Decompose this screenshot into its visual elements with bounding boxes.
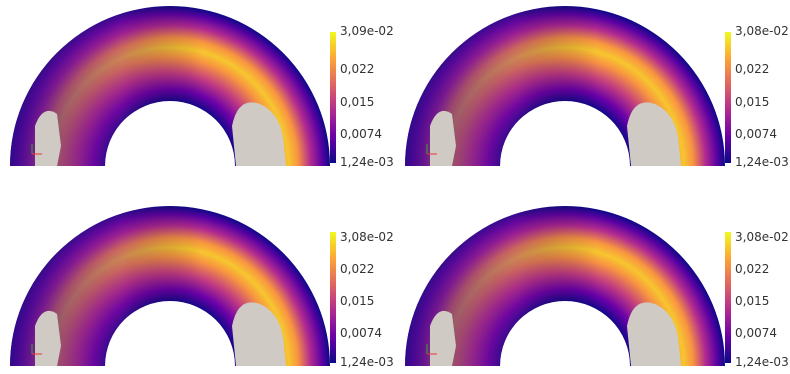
colorbar-max-label: 3,09e-02: [340, 24, 394, 38]
colorbar-max-label: 3,08e-02: [735, 24, 789, 38]
colorbar-min-label: 1,24e-03: [735, 155, 789, 169]
panel-bottom-left: 3,08e-02 0,022 0,015 0,0074 1,24e-03: [0, 187, 395, 374]
colorbar-max-label: 3,08e-02: [340, 230, 394, 244]
panel-bottom-right: 3,08e-02 0,022 0,015 0,0074 1,24e-03: [395, 187, 790, 374]
colorbar-tick-1: 0,022: [340, 262, 375, 276]
colorbar-min-label: 1,24e-03: [340, 155, 394, 169]
panel-top-right: 3,08e-02 0,022 0,015 0,0074 1,24e-03: [395, 0, 790, 187]
colorbar-tick-2: 0,015: [340, 95, 375, 109]
panel-top-left: 3,09e-02 0,022 0,015 0,0074 1,24e-03: [0, 0, 395, 187]
annulus-plot: [405, 6, 731, 166]
inclusion-left: [430, 310, 456, 366]
colorbar-tick-1: 0,022: [340, 62, 375, 76]
inclusion-right: [627, 102, 681, 166]
inclusion-left: [35, 310, 61, 366]
colorbar-min-label: 1,24e-03: [340, 355, 394, 369]
annulus-plot: [10, 6, 336, 166]
inclusion-left: [430, 110, 456, 166]
colorbar: [330, 32, 336, 163]
axes-icon: [31, 144, 42, 155]
colorbar-max-label: 3,08e-02: [735, 230, 789, 244]
colorbar-tick-1: 0,022: [735, 62, 770, 76]
colorbar: [725, 32, 731, 163]
colorbar-tick-3: 0,0074: [735, 127, 777, 141]
axes-icon: [426, 344, 437, 355]
colorbar-tick-2: 0,015: [340, 294, 375, 308]
colorbar-tick-3: 0,0074: [340, 326, 382, 340]
axes-icon: [31, 344, 42, 355]
colorbar-tick-3: 0,0074: [340, 127, 382, 141]
colorbar-tick-3: 0,0074: [735, 326, 777, 340]
colorbar-min-label: 1,24e-03: [735, 355, 789, 369]
colorbar: [725, 232, 731, 363]
colorbar-tick-2: 0,015: [735, 294, 770, 308]
colorbar-tick-1: 0,022: [735, 262, 770, 276]
colorbar: [330, 232, 336, 363]
inclusion-right: [232, 302, 286, 366]
axes-icon: [426, 144, 437, 155]
inclusion-right: [627, 302, 681, 366]
annulus-plot: [10, 206, 336, 366]
inclusion-left: [35, 110, 61, 166]
inclusion-right: [232, 102, 286, 166]
annulus-plot: [405, 206, 731, 366]
colorbar-tick-2: 0,015: [735, 95, 770, 109]
